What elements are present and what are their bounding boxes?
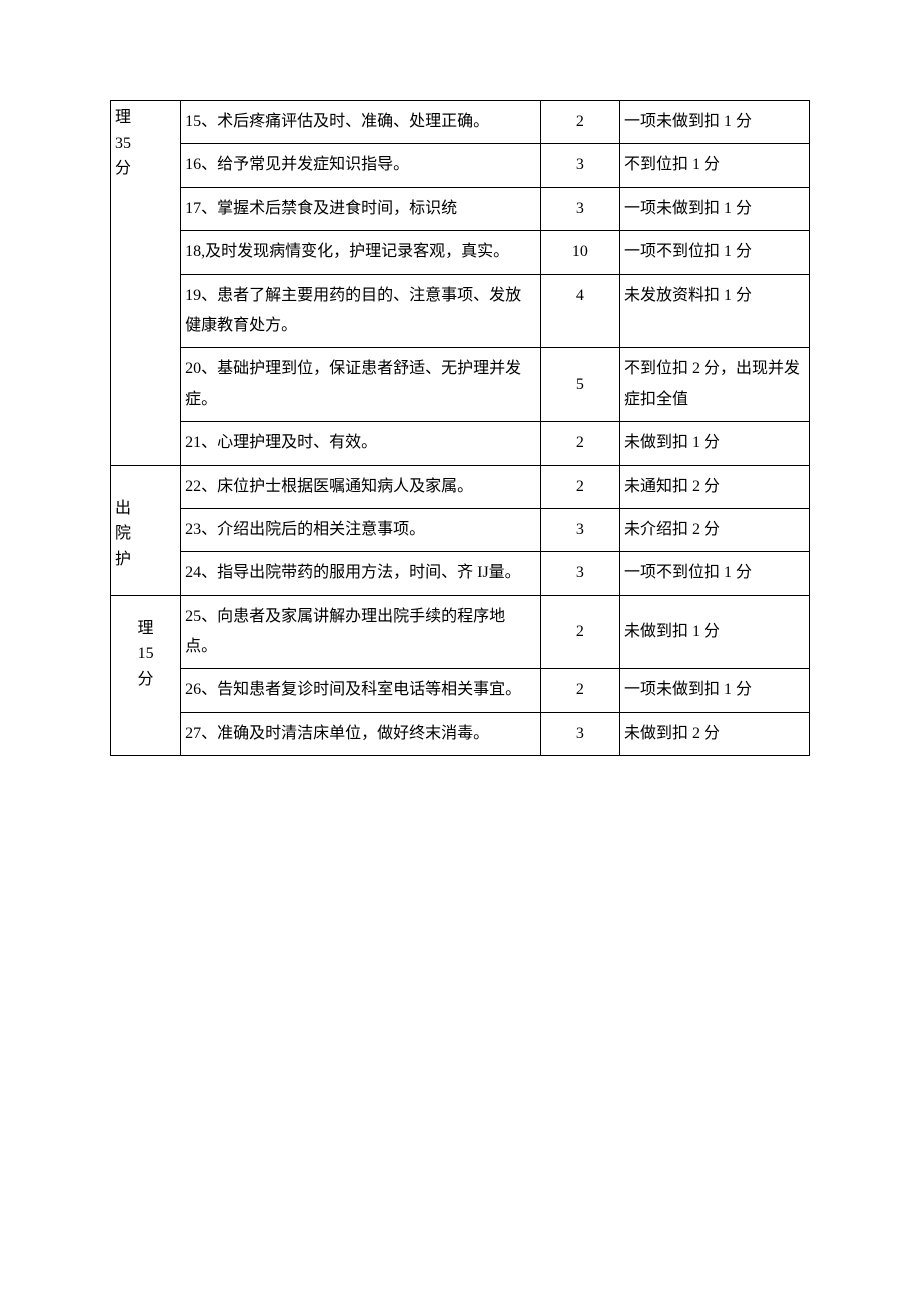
- category-label: 15: [115, 641, 176, 667]
- score-cell: 4: [540, 274, 619, 348]
- category-label: 出: [115, 496, 176, 522]
- score-cell: 2: [540, 595, 619, 669]
- category-label: 分: [115, 667, 176, 693]
- item-cell: 27、准确及时清洁床单位，做好终末消毒。: [181, 712, 541, 755]
- table-row: 出 院 护 22、床位护士根据医嘱通知病人及家属。 2 未通知扣 2 分: [111, 465, 810, 508]
- table-row: 21、心理护理及时、有效。 2 未做到扣 1 分: [111, 422, 810, 465]
- item-cell: 18,及时发现病情变化，护理记录客观，真实。: [181, 231, 541, 274]
- note-cell: 不到位扣 1 分: [619, 144, 809, 187]
- table-row: 16、给予常见并发症知识指导。 3 不到位扣 1 分: [111, 144, 810, 187]
- note-cell: 未做到扣 1 分: [619, 422, 809, 465]
- category-cell: 出 院 护: [111, 465, 181, 595]
- score-cell: 3: [540, 144, 619, 187]
- score-cell: 3: [540, 552, 619, 595]
- category-label: 理: [115, 616, 176, 642]
- score-cell: 10: [540, 231, 619, 274]
- score-cell: 2: [540, 669, 619, 712]
- table-row: 理 35 分 15、术后疼痛评估及时、准确、处理正确。 2 一项未做到扣 1 分: [111, 101, 810, 144]
- table-row: 23、介绍出院后的相关注意事项。 3 未介绍扣 2 分: [111, 508, 810, 551]
- note-cell: 一项未做到扣 1 分: [619, 187, 809, 230]
- category-cell: 理 15 分: [111, 595, 181, 756]
- item-cell: 17、掌握术后禁食及进食时间，标识统: [181, 187, 541, 230]
- item-cell: 21、心理护理及时、有效。: [181, 422, 541, 465]
- note-cell: 未做到扣 1 分: [619, 595, 809, 669]
- category-label: 院: [115, 521, 176, 547]
- item-cell: 24、指导出院带药的服用方法，时间、齐 IJ量。: [181, 552, 541, 595]
- category-label: 35: [115, 131, 176, 157]
- note-cell: 未通知扣 2 分: [619, 465, 809, 508]
- page: 理 35 分 15、术后疼痛评估及时、准确、处理正确。 2 一项未做到扣 1 分…: [0, 0, 920, 1301]
- score-cell: 2: [540, 465, 619, 508]
- category-cell: 理 35 分: [111, 101, 181, 466]
- item-cell: 15、术后疼痛评估及时、准确、处理正确。: [181, 101, 541, 144]
- score-cell: 2: [540, 422, 619, 465]
- note-cell: 一项不到位扣 1 分: [619, 231, 809, 274]
- score-cell: 3: [540, 187, 619, 230]
- table-row: 26、告知患者复诊时间及科室电话等相关事宜。 2 一项未做到扣 1 分: [111, 669, 810, 712]
- score-cell: 3: [540, 508, 619, 551]
- note-cell: 未做到扣 2 分: [619, 712, 809, 755]
- item-cell: 16、给予常见并发症知识指导。: [181, 144, 541, 187]
- item-cell: 22、床位护士根据医嘱通知病人及家属。: [181, 465, 541, 508]
- score-cell: 2: [540, 101, 619, 144]
- item-cell: 26、告知患者复诊时间及科室电话等相关事宜。: [181, 669, 541, 712]
- note-cell: 一项不到位扣 1 分: [619, 552, 809, 595]
- score-cell: 5: [540, 348, 619, 422]
- table-row: 20、基础护理到位，保证患者舒适、无护理并发症。 5 不到位扣 2 分，出现并发…: [111, 348, 810, 422]
- table-row: 27、准确及时清洁床单位，做好终末消毒。 3 未做到扣 2 分: [111, 712, 810, 755]
- note-cell: 一项未做到扣 1 分: [619, 101, 809, 144]
- note-cell: 未介绍扣 2 分: [619, 508, 809, 551]
- note-cell: 一项未做到扣 1 分: [619, 669, 809, 712]
- item-cell: 20、基础护理到位，保证患者舒适、无护理并发症。: [181, 348, 541, 422]
- assessment-table: 理 35 分 15、术后疼痛评估及时、准确、处理正确。 2 一项未做到扣 1 分…: [110, 100, 810, 756]
- note-cell: 不到位扣 2 分，出现并发症扣全值: [619, 348, 809, 422]
- item-cell: 25、向患者及家属讲解办理出院手续的程序地点。: [181, 595, 541, 669]
- table-row: 18,及时发现病情变化，护理记录客观，真实。 10 一项不到位扣 1 分: [111, 231, 810, 274]
- category-label: 理: [115, 105, 176, 131]
- table-row: 19、患者了解主要用药的目的、注意事项、发放健康教育处方。 4 未发放资料扣 1…: [111, 274, 810, 348]
- item-cell: 19、患者了解主要用药的目的、注意事项、发放健康教育处方。: [181, 274, 541, 348]
- score-cell: 3: [540, 712, 619, 755]
- category-label: 护: [115, 547, 176, 573]
- table-row: 理 15 分 25、向患者及家属讲解办理出院手续的程序地点。 2 未做到扣 1 …: [111, 595, 810, 669]
- item-cell: 23、介绍出院后的相关注意事项。: [181, 508, 541, 551]
- note-cell: 未发放资料扣 1 分: [619, 274, 809, 348]
- category-label: 分: [115, 156, 176, 182]
- table-row: 24、指导出院带药的服用方法，时间、齐 IJ量。 3 一项不到位扣 1 分: [111, 552, 810, 595]
- table-row: 17、掌握术后禁食及进食时间，标识统 3 一项未做到扣 1 分: [111, 187, 810, 230]
